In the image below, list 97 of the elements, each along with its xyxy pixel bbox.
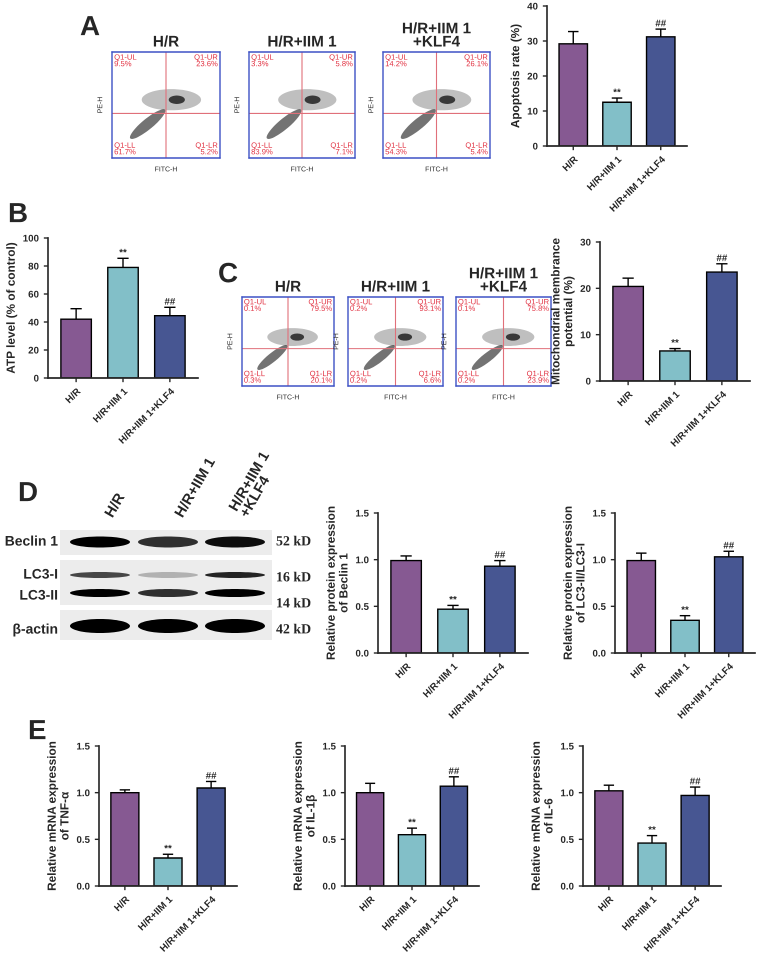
y-tick-label: 1.5 [77,742,90,750]
y-tick-label: 40 [28,318,39,326]
annotation: ** [671,339,679,343]
text: H/R+IIM 1 [268,35,336,47]
x-tick-label: H/R [394,662,412,679]
y-tick-label: 1.0 [77,789,90,796]
text: H/R [276,280,301,292]
y-tick-label: 0.5 [560,836,574,843]
text: B [10,203,27,222]
y-tick-label: 0 [586,378,591,385]
annotation: ## [716,254,728,262]
bar [659,350,691,381]
bar [714,556,744,653]
annotation: ** [613,88,621,92]
y-axis-title: Relative mRNA expression of IL-6 [531,742,553,890]
x-tick-label: H/R [358,895,376,912]
text: 16 kD [277,572,310,582]
y-tick-label: 30 [580,238,591,246]
y-axis-title: ATP level (% of control) [6,242,18,374]
x-tick-label: H/R [630,662,646,679]
y-axis-title: Relative protein expression of LC3-II/LC3-I [563,506,585,660]
text: 14 kD [277,598,310,608]
bar [437,608,469,653]
y-tick-label: 80 [28,262,39,270]
annotation: ## [724,542,734,549]
bar [594,790,624,886]
annotation: ## [494,551,506,558]
text: H/R [104,492,126,518]
y-tick-label: 20 [28,346,39,354]
y-tick-label: 60 [28,290,39,298]
text: H/R [154,35,179,47]
annotation: ## [448,767,460,774]
y-tick-label: 30 [527,38,538,45]
y-tick-label: 0.0 [356,650,369,657]
y-tick-label: 0.0 [76,882,90,890]
y-tick-label: 20 [527,72,538,80]
text: E [30,720,46,740]
text: LC3-II [20,590,58,600]
y-tick-label: 0.0 [322,882,336,890]
x-tick-label: H/R [562,155,578,172]
x-tick-label: H/R [113,895,130,912]
text: LC3-I [24,568,58,579]
y-tick-label: 1.0 [356,556,369,564]
y-axis-title: Relative mRNA expression of TNF-α [47,742,69,890]
text: A [80,16,100,36]
text: β-actin [13,624,58,636]
annotation: ** [164,844,172,848]
x-tick-label: H/R [64,387,82,404]
y-tick-label: 1.5 [323,742,336,750]
y-tick-label: 100 [23,234,39,242]
y-tick-label: 1.5 [593,510,606,517]
text: H/R+IIM 1 [362,280,430,292]
y-axis-title: Apoptosis rate (%) [510,24,522,128]
y-tick-label: 0.5 [592,603,606,610]
y-tick-label: 1.0 [323,789,336,796]
y-tick-label: 10 [580,331,591,338]
y-tick-label: 1.5 [356,510,369,517]
x-tick-label: H/R [616,390,634,407]
y-tick-label: 1.0 [593,556,606,564]
y-tick-label: 40 [527,2,538,10]
annotation: ## [164,298,176,305]
y-tick-label: 20 [580,285,591,292]
y-axis-title: Mitochondrial membrance potential (%) [550,238,575,384]
y-tick-label: 0 [532,142,538,150]
bar [153,857,183,886]
bar [602,102,632,146]
text: C [219,262,238,282]
text: 52 kD [276,536,310,546]
annotation: ** [449,596,457,600]
bar [670,620,700,653]
bar [110,792,140,886]
y-tick-label: 0.5 [76,836,90,843]
text: D [20,482,37,502]
y-tick-label: 1.0 [561,789,574,796]
y-tick-label: 0.5 [356,603,369,610]
y-tick-label: 0.0 [560,882,574,890]
text: 42 kD [276,624,310,634]
annotation: ** [681,606,689,610]
y-tick-label: 0 [34,374,39,382]
y-tick-label: 10 [528,108,538,115]
annotation: ** [648,826,656,830]
y-axis-title: Relative mRNA expression of IL-1β [293,742,317,890]
annotation: ## [690,778,700,784]
bar [484,566,516,653]
y-tick-label: 0.5 [322,836,336,843]
text: H/R+IIM 1 +KLF4 [470,267,538,292]
y-axis-title: Relative protein expression of Beclin 1 [326,506,348,660]
text: H/R+IIM 1 +KLF4 [402,22,471,46]
y-tick-label: 1.5 [561,742,574,750]
annotation: ** [119,248,127,253]
text: Beclin 1 [6,536,58,546]
y-tick-label: 0.0 [592,650,606,657]
x-tick-label: H/R [597,895,614,912]
bar [390,560,422,653]
annotation: ## [656,20,666,26]
annotation: ** [408,818,416,822]
annotation: ## [206,772,216,779]
